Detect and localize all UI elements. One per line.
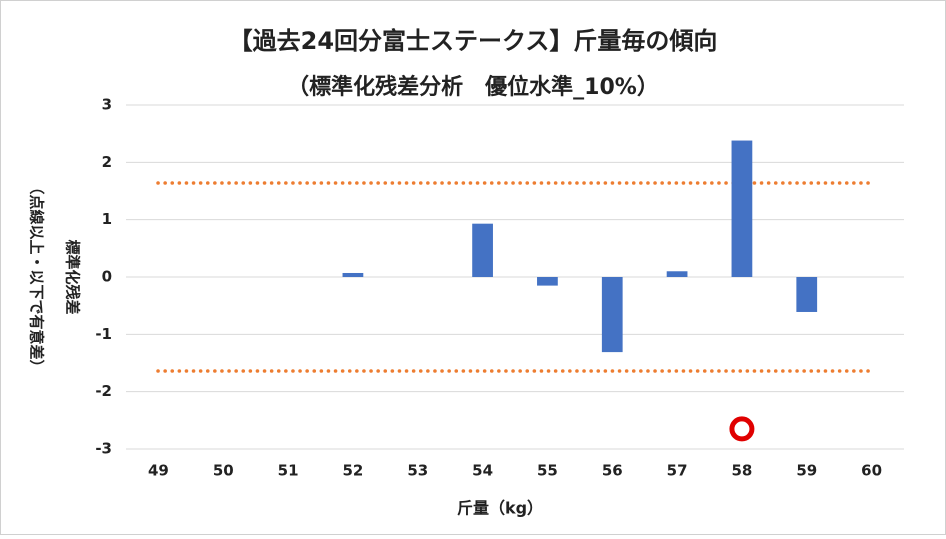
y-axis-title: （点線以上・以下で有意差） <box>28 179 46 374</box>
x-tick-label: 50 <box>213 462 234 480</box>
x-tick-label: 58 <box>731 462 752 480</box>
y-tick-label: -3 <box>95 440 112 458</box>
bar <box>731 140 753 277</box>
y-tick-label: -2 <box>95 382 112 400</box>
y-axis-title: 標準化残差 <box>64 239 82 314</box>
y-tick-label: 0 <box>102 268 112 286</box>
bar <box>796 277 818 312</box>
x-tick-label: 55 <box>537 462 558 480</box>
bar <box>342 272 364 277</box>
x-tick-label: 53 <box>407 462 428 480</box>
x-tick-label: 49 <box>148 462 169 480</box>
bar <box>537 277 558 286</box>
x-tick-label: 57 <box>667 462 688 480</box>
x-tick-label: 54 <box>472 462 493 480</box>
y-tick-label: 1 <box>102 210 112 228</box>
y-tick-label: 3 <box>102 96 112 114</box>
x-tick-label: 60 <box>861 462 882 480</box>
x-tick-label: 56 <box>602 462 623 480</box>
x-tick-label: 51 <box>278 462 299 480</box>
y-tick-label: 2 <box>102 153 112 171</box>
bar <box>472 223 493 277</box>
x-axis-title: 斤量（kg） <box>457 499 543 518</box>
bar <box>666 271 688 277</box>
bar <box>601 277 623 353</box>
marker <box>729 416 755 442</box>
chart-title: 【過去24回分富士ステークス】斤量毎の傾向 <box>229 27 718 55</box>
x-tick-label: 52 <box>342 462 363 480</box>
x-tick-label: 59 <box>796 462 817 480</box>
chart-subtitle: （標準化残差分析 優位水準_10%） <box>287 74 659 100</box>
y-tick-label: -1 <box>95 325 112 343</box>
